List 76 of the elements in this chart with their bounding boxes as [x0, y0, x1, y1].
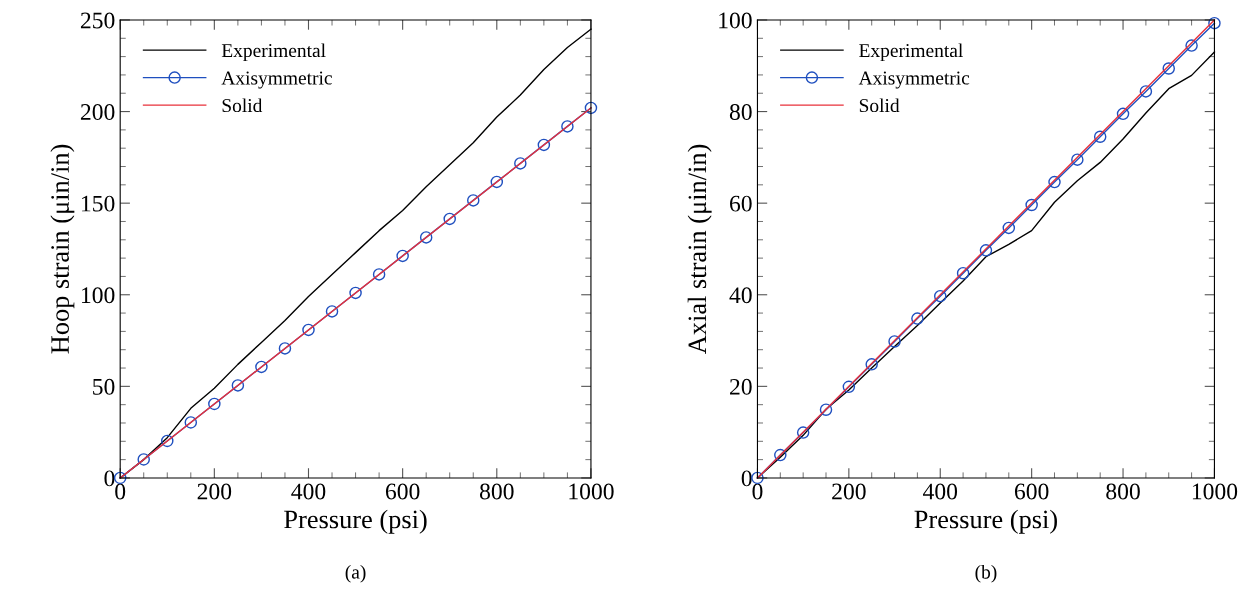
- point: [537, 138, 551, 152]
- y-tick-label: 50: [93, 378, 115, 395]
- point: [137, 453, 150, 466]
- y-tick-label: 20: [730, 378, 752, 395]
- point: [419, 231, 433, 244]
- point: [255, 360, 268, 374]
- point: [934, 289, 947, 303]
- point: [1185, 39, 1198, 52]
- point: [349, 286, 362, 300]
- y-tick-label: 150: [81, 195, 115, 212]
- legend-label: Axisymmetric: [858, 71, 970, 89]
- x-axis-title: Pressure (psi): [914, 509, 1057, 534]
- point: [1208, 16, 1221, 30]
- x-tick-label: 800: [1106, 483, 1140, 500]
- point: [1162, 62, 1175, 75]
- y-tick-label: 200: [80, 104, 115, 120]
- point: [1116, 107, 1130, 121]
- x-tick-label: 400: [291, 483, 326, 500]
- point: [161, 434, 174, 448]
- y-tick-label: 250: [80, 12, 115, 29]
- point: [1071, 153, 1084, 166]
- point: [231, 379, 245, 392]
- point: [1025, 198, 1038, 212]
- point: [774, 448, 787, 462]
- text: (a): [345, 564, 366, 583]
- y-tick-label: 40: [729, 287, 752, 304]
- point: [278, 342, 292, 355]
- point: [1093, 130, 1107, 144]
- x-tick-label: 1000: [569, 483, 614, 500]
- x-tick-label: 400: [923, 483, 958, 500]
- x-tick-label: 600: [385, 483, 420, 500]
- x-tick-label: 200: [197, 483, 232, 500]
- point: [208, 397, 221, 411]
- x-tick-label: 1000: [1192, 483, 1238, 500]
- legend-label: Solid: [222, 98, 263, 113]
- point: [888, 335, 901, 348]
- point: [490, 175, 504, 189]
- point: [819, 403, 833, 416]
- x-tick-label: 200: [832, 483, 866, 500]
- point: [372, 268, 386, 281]
- point: [956, 266, 970, 280]
- y-tick-label: 60: [730, 195, 752, 212]
- legend-label: Solid: [859, 98, 900, 113]
- point: [979, 244, 993, 257]
- y-tick-label: 0: [741, 470, 752, 487]
- text: (b): [975, 564, 997, 583]
- legend-label: Experimental: [859, 43, 963, 62]
- x-tick-label: 0: [752, 483, 763, 500]
- point: [396, 249, 409, 263]
- point: [184, 416, 198, 429]
- x-tick-label: 0: [115, 483, 126, 500]
- point: [443, 212, 456, 226]
- point: [302, 323, 315, 337]
- y-tick-label: 100: [81, 287, 115, 304]
- x-tick-label: 600: [1014, 483, 1049, 500]
- legend-label: Axisymmetric: [221, 71, 332, 89]
- point: [561, 120, 574, 133]
- point: [584, 101, 598, 115]
- legend-label: Experimental: [221, 43, 326, 62]
- point: [325, 305, 339, 318]
- point: [467, 194, 480, 207]
- point: [1048, 175, 1061, 189]
- y-axis-title: Hoop strain (μin/in): [50, 144, 75, 354]
- point: [1002, 221, 1016, 235]
- y-axis-title: Axial strain (μin/in): [687, 144, 712, 354]
- x-tick-label: 800: [479, 483, 514, 500]
- y-tick-label: 80: [729, 104, 752, 120]
- point: [1139, 85, 1153, 98]
- point: [911, 312, 924, 325]
- x-axis-title: Pressure (psi): [284, 509, 427, 534]
- y-tick-label: 0: [104, 470, 115, 487]
- point: [514, 157, 527, 170]
- y-tick-label: 100: [719, 12, 752, 29]
- point: [865, 358, 878, 371]
- point: [796, 426, 810, 439]
- point: [842, 380, 856, 394]
